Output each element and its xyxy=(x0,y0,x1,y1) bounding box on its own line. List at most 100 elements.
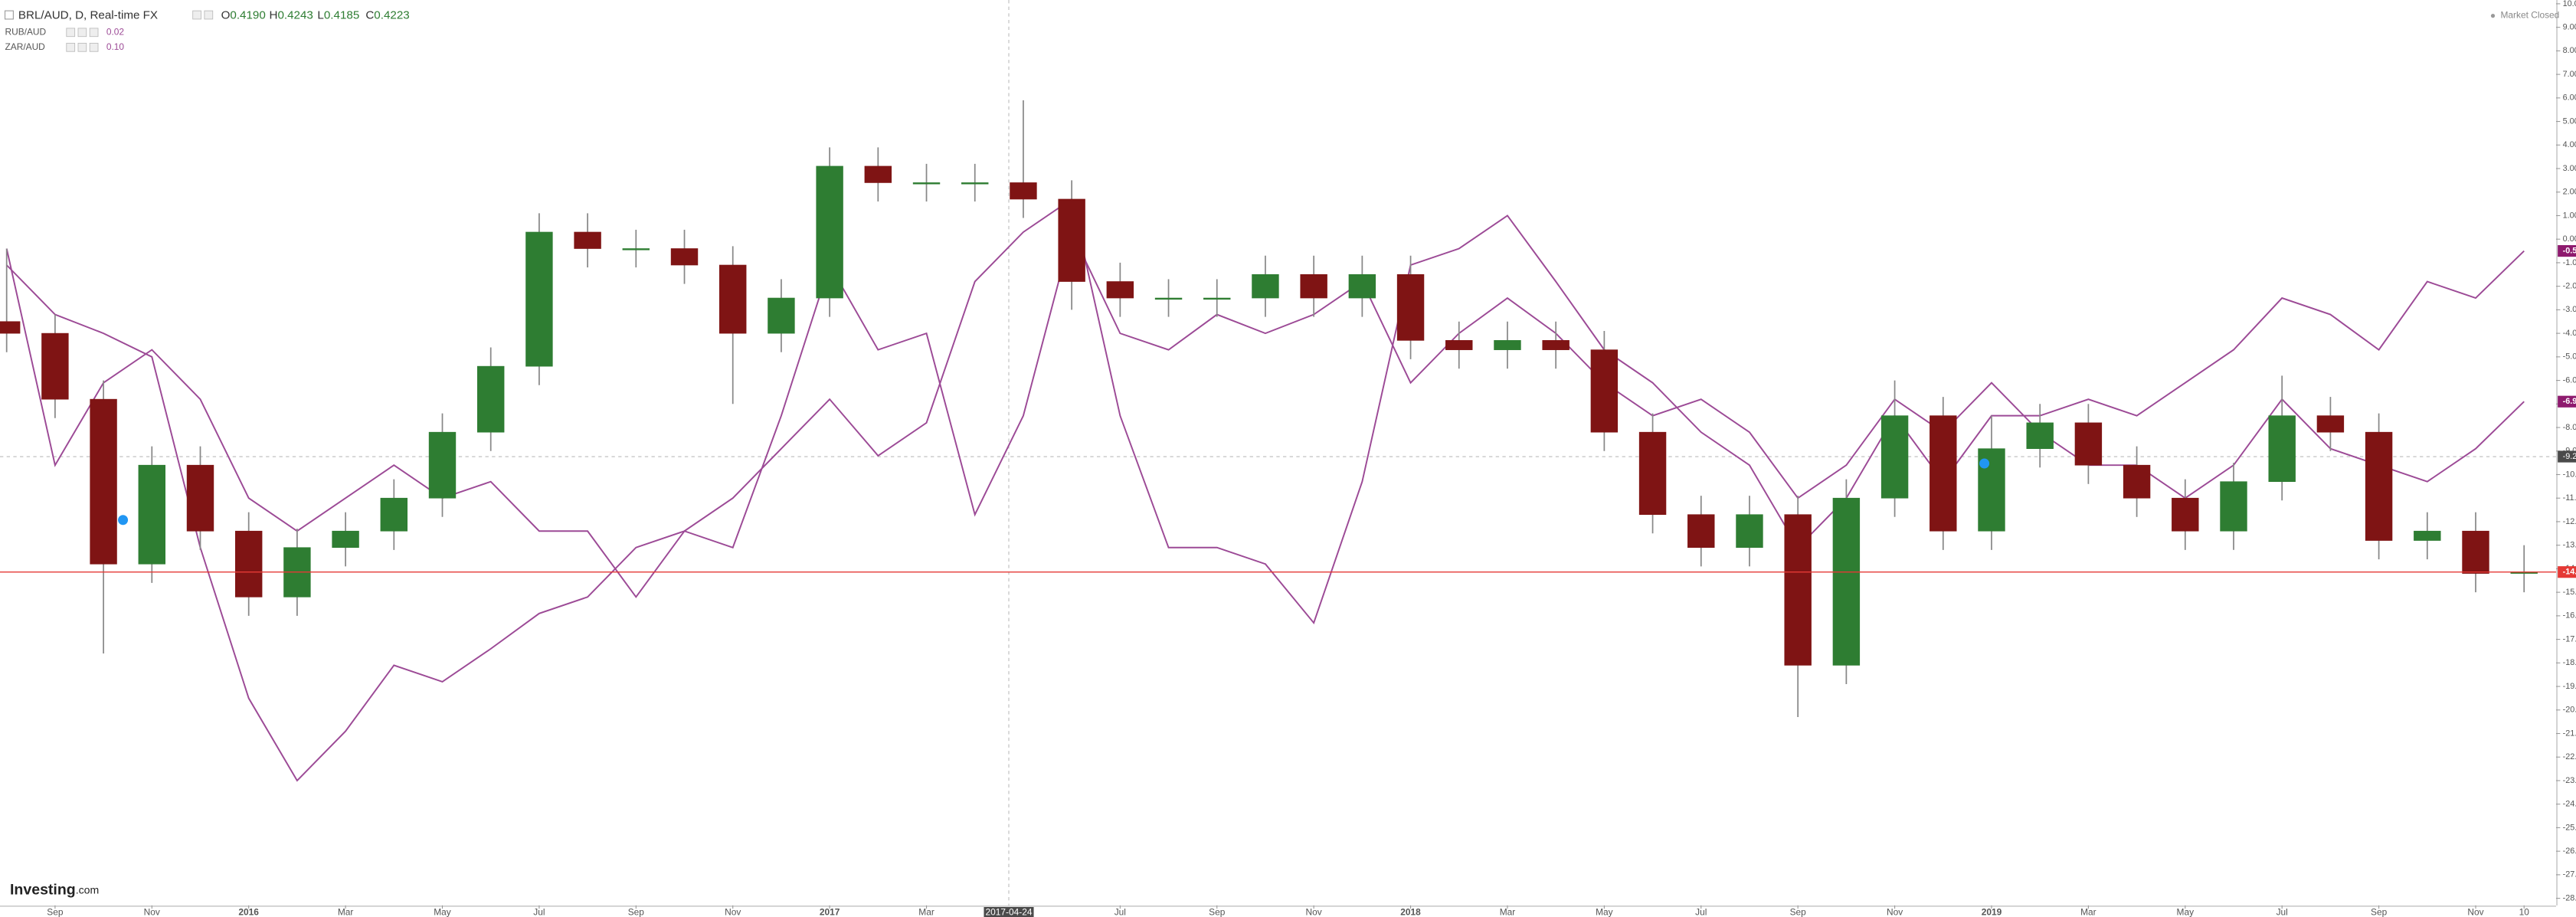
candle-body xyxy=(1784,514,1812,666)
candle-body xyxy=(768,297,795,334)
candle-body xyxy=(2123,464,2151,499)
x-tick-label: Mar xyxy=(2080,907,2096,917)
candle-body xyxy=(1252,273,1279,299)
candle-body xyxy=(574,231,601,249)
x-tick-label: May xyxy=(1596,907,1613,917)
x-tick-label: 10 xyxy=(2519,907,2530,917)
y-tick-label: -11.00% xyxy=(2563,493,2576,503)
candle-body xyxy=(1300,273,1327,299)
y-tick-label: -8.00% xyxy=(2563,423,2576,432)
y-tick-label: -13.00% xyxy=(2563,541,2576,550)
market-status: Market Closed xyxy=(2501,10,2560,21)
legend-icon xyxy=(66,28,76,38)
candle-body xyxy=(476,365,505,433)
candle-body xyxy=(1058,198,1085,282)
legend-value: 0.10 xyxy=(106,41,125,52)
candle-body xyxy=(2414,530,2441,541)
x-tick-label: Nov xyxy=(1887,907,1903,917)
x-tick-label: Mar xyxy=(1500,907,1516,917)
x-tick-label: May xyxy=(2177,907,2195,917)
x-tick-label: Sep xyxy=(628,907,645,917)
ohlc-values: O0.4190 H0.4243 L0.4185 C0.4223 xyxy=(221,9,410,22)
y-tick-label: -26.00% xyxy=(2563,847,2576,856)
y-tick-label: -27.00% xyxy=(2563,870,2576,879)
last-value-box xyxy=(2558,244,2576,257)
candle-body xyxy=(1106,281,1134,299)
candle-body xyxy=(186,464,214,532)
candle-body xyxy=(912,182,941,185)
candle-body xyxy=(0,321,21,334)
legend-name: RUB/AUD xyxy=(5,26,47,37)
ohlc-label: C xyxy=(365,9,374,22)
candle-body xyxy=(1930,415,1957,532)
candle-body xyxy=(1396,273,1425,341)
y-tick-label: -24.00% xyxy=(2563,800,2576,809)
crosshair-x-box xyxy=(984,906,1034,917)
crosshair-y-label: -9.2363 xyxy=(2563,452,2576,461)
x-tick-label: Sep xyxy=(2371,907,2388,917)
x-tick-label: May xyxy=(434,907,451,917)
ohlc-item: O0.4190 xyxy=(221,9,266,22)
candle-body xyxy=(1494,340,1521,350)
event-marker[interactable] xyxy=(1979,458,1990,469)
legend-value: 0.02 xyxy=(106,26,125,37)
x-tick-label: Sep xyxy=(1790,907,1807,917)
candle-body xyxy=(1010,182,1037,200)
y-tick-label: -5.00% xyxy=(2563,352,2576,362)
x-tick-label: Jul xyxy=(2277,907,2288,917)
x-tick-label: 2019 xyxy=(1982,907,2002,917)
legend-icon xyxy=(89,42,99,52)
y-tick-label: -25.00% xyxy=(2563,823,2576,832)
y-tick-label: -18.00% xyxy=(2563,658,2576,667)
candle-body xyxy=(2316,415,2345,433)
crosshair-x-label: 2017-04-24 xyxy=(986,907,1033,917)
y-tick-label: 8.00% xyxy=(2563,46,2576,55)
event-marker[interactable] xyxy=(118,515,129,526)
candle-body xyxy=(622,248,650,251)
candle-body xyxy=(2172,497,2199,532)
y-tick-label: -2.00% xyxy=(2563,282,2576,291)
x-tick-label: Mar xyxy=(918,907,934,917)
ohlc-item: H0.4243 xyxy=(269,9,313,22)
y-tick-label: -1.00% xyxy=(2563,258,2576,267)
candle-body xyxy=(816,165,843,299)
header: BRL/AUD, D, Real-time FX O0.4190 H0.4243 L… xyxy=(4,9,2560,52)
candle-body xyxy=(2026,422,2054,450)
y-tick-label: 1.00% xyxy=(2563,211,2576,220)
x-tick-label: Nov xyxy=(725,907,741,917)
ohlc-value: 0.4185 xyxy=(324,9,359,22)
collapse-icon[interactable] xyxy=(4,10,14,20)
logo-text: Investing.com xyxy=(10,881,99,898)
candle-body xyxy=(1880,415,1909,499)
candle-body xyxy=(41,332,69,400)
ohlc-value: 0.4190 xyxy=(230,9,265,22)
last-value-label: -0.50% xyxy=(2563,246,2576,255)
y-tick-label: -3.00% xyxy=(2563,305,2576,314)
candle-body xyxy=(1445,340,1473,350)
x-tick-label: Nov xyxy=(2467,907,2483,917)
x-tick-label: Sep xyxy=(1209,907,1226,917)
axes: 10.00% 9.00% 8.00% 7.00% 6.00% 5.00% 4.00% 3.00… xyxy=(47,0,2576,917)
y-tick-label: -12.00% xyxy=(2563,517,2576,526)
close-icon[interactable] xyxy=(204,10,214,20)
y-tick-label: 7.00% xyxy=(2563,70,2576,79)
y-tick-label: -22.00% xyxy=(2563,752,2576,761)
x-tick-label: 2018 xyxy=(1400,907,1421,917)
candle-body xyxy=(525,231,553,367)
y-tick-label: 4.00% xyxy=(2563,140,2576,149)
series-line xyxy=(5,198,2525,782)
candle-body xyxy=(961,182,989,185)
x-tick-label: Sep xyxy=(47,907,64,917)
last-value-box xyxy=(2558,395,2576,408)
candle-body xyxy=(2220,481,2247,532)
series-line xyxy=(5,230,2525,598)
ohlc-value: 0.4223 xyxy=(374,9,409,22)
y-tick-label: -10.00% xyxy=(2563,470,2576,479)
settings-icon[interactable] xyxy=(192,10,201,20)
ohlc-label: O xyxy=(221,9,231,22)
last-value-label: -6.90% xyxy=(2563,397,2576,406)
y-tick-label: 6.00% xyxy=(2563,93,2576,103)
candle-body xyxy=(1203,297,1231,300)
